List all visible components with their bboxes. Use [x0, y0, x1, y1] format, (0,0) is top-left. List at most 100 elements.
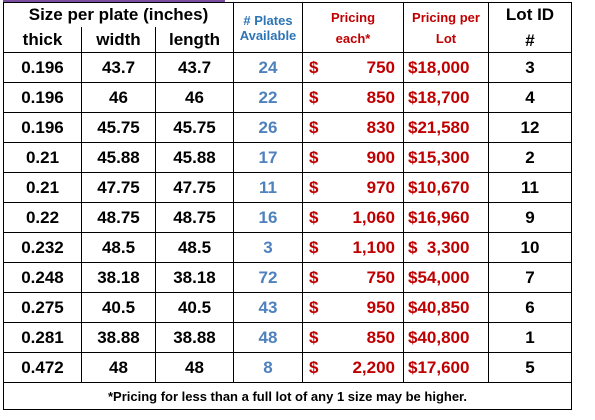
pricing-each-cell: $830: [302, 112, 404, 143]
thick-cell: 0.21: [3, 172, 82, 203]
width-cell: 43.7: [81, 52, 156, 83]
thick-cell: 0.275: [3, 292, 82, 323]
plates-cell: 24: [233, 52, 303, 83]
pricing-each-amount: 750: [366, 267, 395, 287]
plates-header-line1: # Plates: [243, 12, 293, 28]
currency-symbol: $: [309, 357, 319, 377]
lot-id-cell: 3: [488, 52, 572, 83]
pricing-each-amount: 1,060: [352, 207, 395, 227]
footnote-row: *Pricing for less than a full lot of any…: [3, 382, 572, 410]
pricing-per-lot-cell: $ 3,300: [403, 232, 489, 263]
length-cell: 46: [155, 82, 234, 113]
pricing-each-amount: 2,200: [352, 357, 395, 377]
plate-pricing-table: Size per plate (inches) # Plates Availab…: [3, 2, 572, 410]
pricing-per-lot-cell: $54,000: [403, 262, 489, 293]
pricing-each-cell: $850: [302, 82, 404, 113]
pricing-per-lot-cell: $17,600: [403, 352, 489, 383]
table-row: 0.275 40.5 40.5 43 $950 $40,850 6: [3, 292, 572, 323]
lot-id-cell: 10: [488, 232, 572, 263]
width-cell: 47.75: [81, 172, 156, 203]
table-row: 0.196 46 46 22 $850 $18,700 4: [3, 82, 572, 113]
pricing-each-cell: $900: [302, 142, 404, 173]
width-cell: 38.18: [81, 262, 156, 293]
pricing-each-cell: $750: [302, 52, 404, 83]
lot-id-header-line2: #: [525, 30, 535, 50]
length-cell: 48.75: [155, 202, 234, 233]
lot-id-cell: 1: [488, 322, 572, 353]
currency-symbol: $: [309, 237, 319, 257]
lot-id-cell: 6: [488, 292, 572, 323]
lot-id-cell: 9: [488, 202, 572, 233]
plates-cell: 16: [233, 202, 303, 233]
currency-symbol: $: [309, 327, 319, 347]
thick-cell: 0.196: [3, 82, 82, 113]
header-row-1: Size per plate (inches) # Plates Availab…: [3, 2, 572, 53]
plates-cell: 17: [233, 142, 303, 173]
pricing-each-cell: $850: [302, 322, 404, 353]
pricing-lot-header-line1: Pricing per: [412, 9, 480, 25]
plates-cell: 8: [233, 352, 303, 383]
thick-cell: 0.472: [3, 352, 82, 383]
table-row: 0.21 45.88 45.88 17 $900 $15,300 2: [3, 142, 572, 173]
pricing-lot-header-line2: Lot: [435, 30, 457, 46]
thick-cell: 0.248: [3, 262, 82, 293]
pricing-each-amount: 850: [366, 327, 395, 347]
width-cell: 45.88: [81, 142, 156, 173]
currency-symbol: $: [309, 177, 319, 197]
pricing-each-header: Pricing each*: [302, 2, 404, 53]
width-cell: 48: [81, 352, 156, 383]
header-row-2: thick width length: [3, 27, 572, 53]
footnote: *Pricing for less than a full lot of any…: [3, 382, 572, 410]
thick-cell: 0.196: [3, 52, 82, 83]
pricing-each-amount: 750: [366, 57, 395, 77]
lot-id-cell: 5: [488, 352, 572, 383]
pricing-per-lot-cell: $40,850: [403, 292, 489, 323]
length-cell: 38.18: [155, 262, 234, 293]
pricing-per-lot-cell: $18,000: [403, 52, 489, 83]
table-row: 0.196 43.7 43.7 24 $750 $18,000 3: [3, 52, 572, 83]
pricing-each-amount: 970: [366, 177, 395, 197]
plates-header-line2: Available: [239, 27, 297, 43]
lot-id-cell: 7: [488, 262, 572, 293]
plates-cell: 48: [233, 322, 303, 353]
pricing-each-cell: $1,060: [302, 202, 404, 233]
pricing-each-amount: 850: [366, 87, 395, 107]
width-cell: 48.5: [81, 232, 156, 263]
lot-id-header-line1: Lot ID: [505, 4, 555, 24]
size-group-header: Size per plate (inches): [3, 2, 234, 27]
width-cell: 38.88: [81, 322, 156, 353]
length-cell: 40.5: [155, 292, 234, 323]
table-row: 0.22 48.75 48.75 16 $1,060 $16,960 9: [3, 202, 572, 233]
lot-id-cell: 12: [488, 112, 572, 143]
thick-cell: 0.196: [3, 112, 82, 143]
length-cell: 48: [155, 352, 234, 383]
lot-id-cell: 4: [488, 82, 572, 113]
table-row: 0.196 45.75 45.75 26 $830 $21,580 12: [3, 112, 572, 143]
length-header: length: [155, 27, 234, 53]
currency-symbol: $: [309, 147, 319, 167]
thick-header: thick: [3, 27, 82, 53]
length-cell: 45.75: [155, 112, 234, 143]
width-cell: 46: [81, 82, 156, 113]
pricing-each-header-line1: Pricing: [330, 9, 376, 25]
pricing-each-cell: $1,100: [302, 232, 404, 263]
pricing-each-cell: $2,200: [302, 352, 404, 383]
pricing-per-lot-cell: $16,960: [403, 202, 489, 233]
lot-id-cell: 11: [488, 172, 572, 203]
table-row: 0.232 48.5 48.5 3 $1,100 $ 3,300 10: [3, 232, 572, 263]
currency-symbol: $: [309, 87, 319, 107]
table-row: 0.248 38.18 38.18 72 $750 $54,000 7: [3, 262, 572, 293]
pricing-each-cell: $750: [302, 262, 404, 293]
table-row: 0.472 48 48 8 $2,200 $17,600 5: [3, 352, 572, 383]
length-cell: 38.88: [155, 322, 234, 353]
pricing-each-amount: 900: [366, 147, 395, 167]
width-cell: 45.75: [81, 112, 156, 143]
pricing-per-lot-cell: $40,800: [403, 322, 489, 353]
currency-symbol: $: [309, 297, 319, 317]
thick-cell: 0.232: [3, 232, 82, 263]
pricing-each-amount: 950: [366, 297, 395, 317]
length-cell: 43.7: [155, 52, 234, 83]
length-cell: 48.5: [155, 232, 234, 263]
table-row: 0.21 47.75 47.75 11 $970 $10,670 11: [3, 172, 572, 203]
